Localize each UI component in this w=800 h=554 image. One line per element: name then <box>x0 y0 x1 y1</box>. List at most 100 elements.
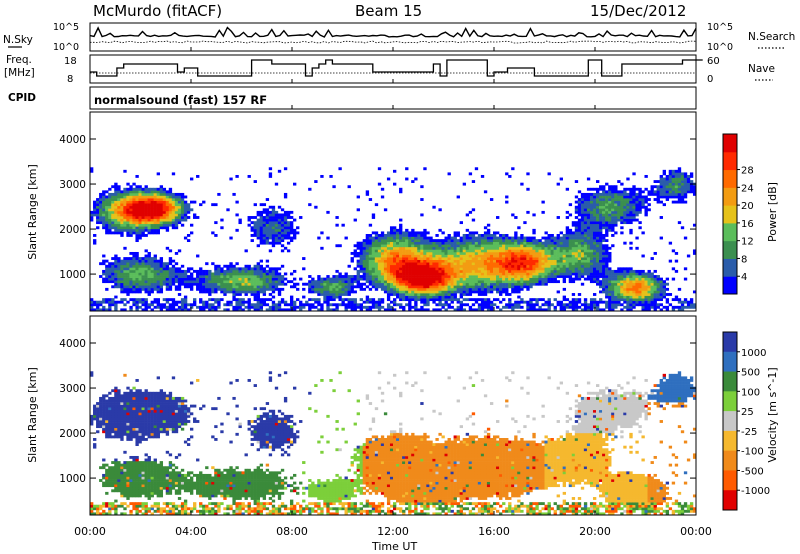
power-cell <box>417 290 421 294</box>
power-cell <box>620 192 624 196</box>
power-cell <box>477 290 482 294</box>
power-cell <box>323 285 327 289</box>
power-cell <box>168 257 173 260</box>
power-cell <box>271 303 276 307</box>
power-cell <box>571 293 576 296</box>
power-cell <box>432 264 436 268</box>
power-cell <box>617 208 621 212</box>
power-cell <box>383 244 388 248</box>
power-cell <box>477 285 482 289</box>
power-cell <box>241 275 245 278</box>
power-cell <box>483 246 488 250</box>
power-cell <box>429 290 433 294</box>
power-cell <box>308 308 312 312</box>
power-cell <box>383 259 388 263</box>
power-cell <box>402 275 406 278</box>
power-cell <box>405 303 409 307</box>
power-cell <box>426 282 430 286</box>
power-cell <box>505 249 509 253</box>
power-cell <box>114 275 118 278</box>
power-cell <box>147 303 151 307</box>
power-cell <box>635 285 639 289</box>
power-cell <box>459 290 463 294</box>
power-cell <box>662 203 666 207</box>
power-cell <box>444 251 448 255</box>
power-cell <box>611 210 615 214</box>
power-cell <box>129 187 133 191</box>
power-cell <box>571 262 576 266</box>
cpid-panel: CPID normalsound (fast) 157 RF <box>8 86 697 110</box>
power-cell <box>583 277 588 281</box>
power-cell <box>156 267 160 271</box>
power-cell <box>405 282 409 286</box>
power-cell <box>96 205 100 209</box>
power-cell <box>311 298 315 302</box>
power-cell <box>141 223 145 227</box>
power-cell <box>117 221 121 225</box>
power-cell <box>486 246 491 250</box>
power-cell <box>447 272 451 276</box>
power-cell <box>111 192 115 196</box>
power-cell <box>532 231 536 235</box>
power-cell <box>589 228 594 232</box>
power-cell <box>511 262 515 266</box>
power-cell <box>635 205 639 209</box>
power-cell <box>135 290 139 294</box>
power-cell <box>220 267 224 271</box>
power-cell <box>253 216 257 219</box>
power-cell <box>156 198 160 201</box>
power-cell <box>474 249 479 253</box>
power-cell <box>259 228 264 232</box>
power-cell <box>508 262 512 266</box>
power-cell <box>211 298 215 302</box>
power-cell <box>574 200 579 204</box>
power-cell <box>450 275 454 278</box>
power-cell <box>483 259 488 263</box>
power-cell <box>253 298 257 302</box>
power-cell <box>350 280 354 284</box>
power-cell <box>438 285 442 289</box>
power-cell <box>311 303 315 307</box>
power-cell <box>414 239 418 243</box>
power-cell <box>626 287 630 291</box>
power-cell <box>462 303 467 307</box>
power-cell <box>677 192 682 196</box>
power-cell <box>126 282 130 286</box>
power-cell <box>656 275 660 278</box>
power-cell <box>165 195 170 199</box>
power-cell <box>238 298 242 302</box>
power-cell <box>441 259 445 263</box>
power-cell <box>356 195 360 199</box>
power-cell <box>326 236 330 240</box>
power-cell <box>456 272 460 276</box>
power-cell <box>608 300 612 304</box>
power-cell <box>268 275 273 278</box>
power-cell <box>453 285 457 289</box>
power-cell <box>405 285 409 289</box>
power-cell <box>571 251 576 255</box>
power-cell <box>577 267 582 271</box>
power-cell <box>117 192 121 196</box>
power-cell <box>477 280 482 284</box>
power-cell <box>159 192 164 196</box>
power-cell <box>514 305 518 309</box>
power-cell <box>138 290 142 294</box>
power-cell <box>550 234 554 237</box>
power-cell <box>480 290 485 294</box>
power-cell <box>411 231 415 235</box>
power-cell <box>114 218 118 222</box>
power-cell <box>662 293 666 296</box>
power-cell <box>138 267 142 271</box>
power-cell <box>617 200 621 204</box>
power-cell <box>411 269 415 273</box>
power-cell <box>241 287 245 291</box>
power-cell <box>483 262 488 266</box>
power-cell <box>399 190 403 194</box>
power-cell <box>117 285 121 289</box>
power-cell <box>96 200 100 204</box>
power-cell <box>271 300 276 304</box>
power-cell <box>135 272 139 276</box>
power-cell <box>341 287 345 291</box>
power-cell <box>165 262 170 266</box>
power-cell <box>147 216 151 219</box>
